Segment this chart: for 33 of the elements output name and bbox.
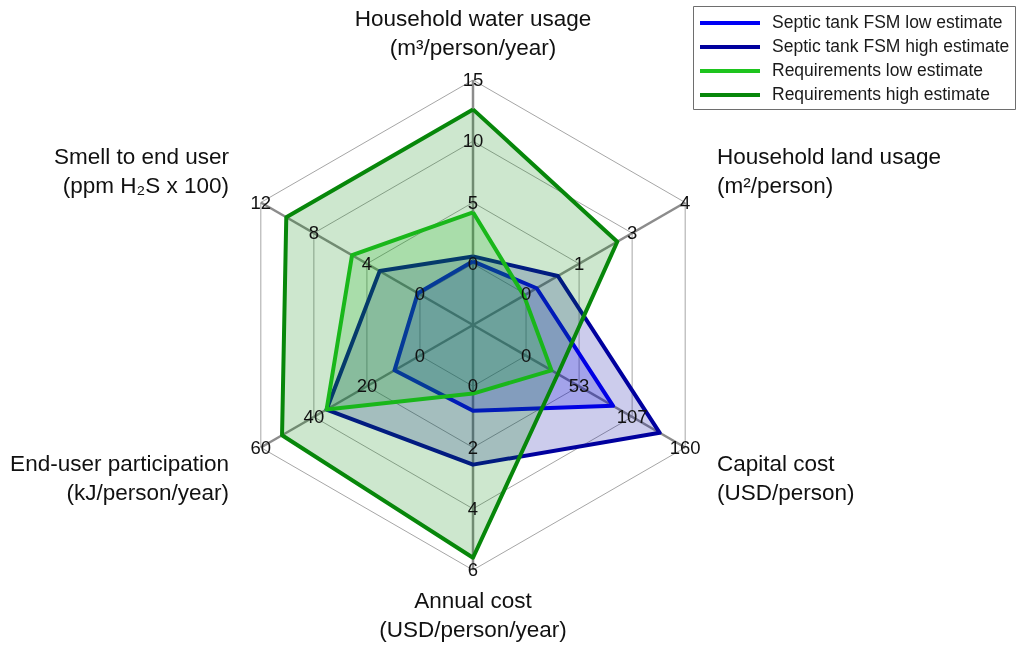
text: 5 — [467, 191, 479, 213]
text: 60 — [250, 436, 272, 458]
text: 4 — [467, 497, 479, 519]
legend-label: Septic tank FSM low estimate — [772, 12, 1003, 32]
spoke-label: End-user participation (kJ/person/year) — [10, 450, 229, 505]
text: 0 — [467, 375, 479, 397]
spoke-label: Household land usage (m²/person) — [717, 144, 941, 199]
spoke-label: Capital cost (USD/person) — [717, 450, 855, 505]
text: 3 — [626, 222, 638, 244]
text: 8 — [308, 222, 320, 244]
text: 0 — [520, 344, 532, 366]
text: 0 — [467, 252, 479, 274]
text: 12 — [250, 191, 272, 213]
legend-label: Requirements high estimate — [772, 84, 990, 104]
legend-label: Septic tank FSM high estimate — [772, 36, 1010, 56]
text: 6 — [467, 559, 479, 580]
spoke-label: Annual cost (USD/person/year) — [379, 587, 567, 642]
text: 15 — [462, 69, 484, 90]
text: 2 — [467, 436, 479, 458]
spoke-label: Household water usage (m³/person/year) — [354, 6, 592, 61]
legend-label: Requirements low estimate — [772, 60, 984, 80]
spoke-label: Smell to end user (ppm H₂S x 100) — [53, 144, 230, 199]
text: 53 — [568, 375, 590, 397]
text: 40 — [303, 405, 325, 427]
text: 0 — [414, 344, 426, 366]
text: 107 — [616, 405, 648, 427]
text: 4 — [361, 252, 373, 274]
text: 160 — [669, 436, 701, 458]
text: 10 — [462, 130, 484, 152]
text: 0 — [414, 283, 426, 305]
text: 4 — [680, 191, 691, 213]
text: 1 — [573, 252, 585, 274]
text: 20 — [356, 375, 378, 397]
